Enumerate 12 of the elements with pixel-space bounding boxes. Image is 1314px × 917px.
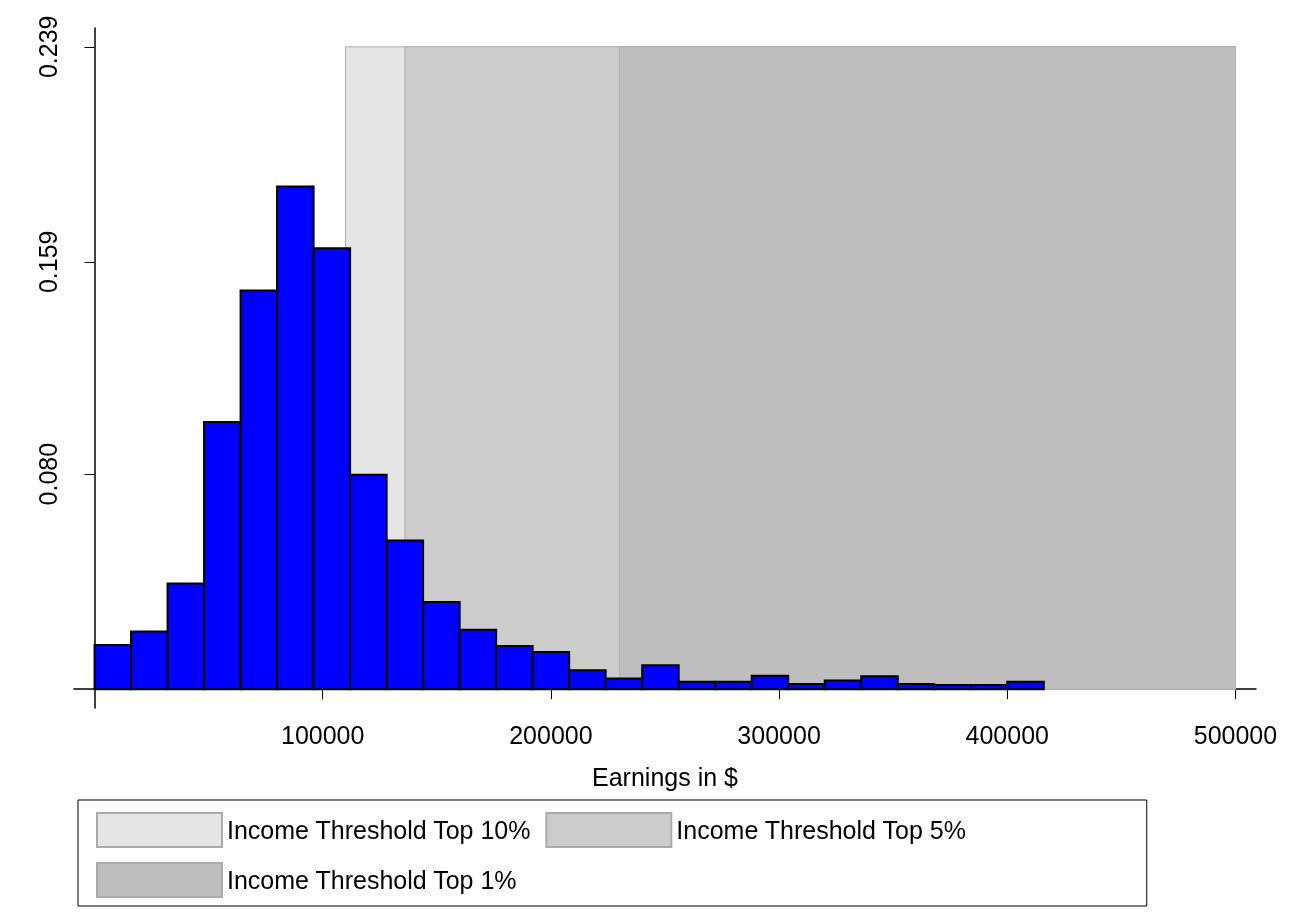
- x-axis-title: Earnings in $: [592, 762, 739, 791]
- legend-label: Income Threshold Top 10%: [227, 816, 531, 844]
- x-tick-label: 300000: [737, 720, 821, 749]
- x-tick-label: 200000: [509, 720, 593, 749]
- x-tick-label: 500000: [1193, 720, 1278, 749]
- y-tick-label: 0.080: [33, 442, 62, 506]
- x-tick-label: 400000: [965, 720, 1049, 749]
- legend-label: Income Threshold Top 1%: [227, 866, 517, 894]
- y-tick-label: 0.159: [33, 230, 62, 294]
- legend-label: Income Threshold Top 5%: [676, 816, 966, 844]
- y-tick-label: 0.239: [33, 15, 62, 79]
- x-tick-label: 100000: [281, 720, 365, 749]
